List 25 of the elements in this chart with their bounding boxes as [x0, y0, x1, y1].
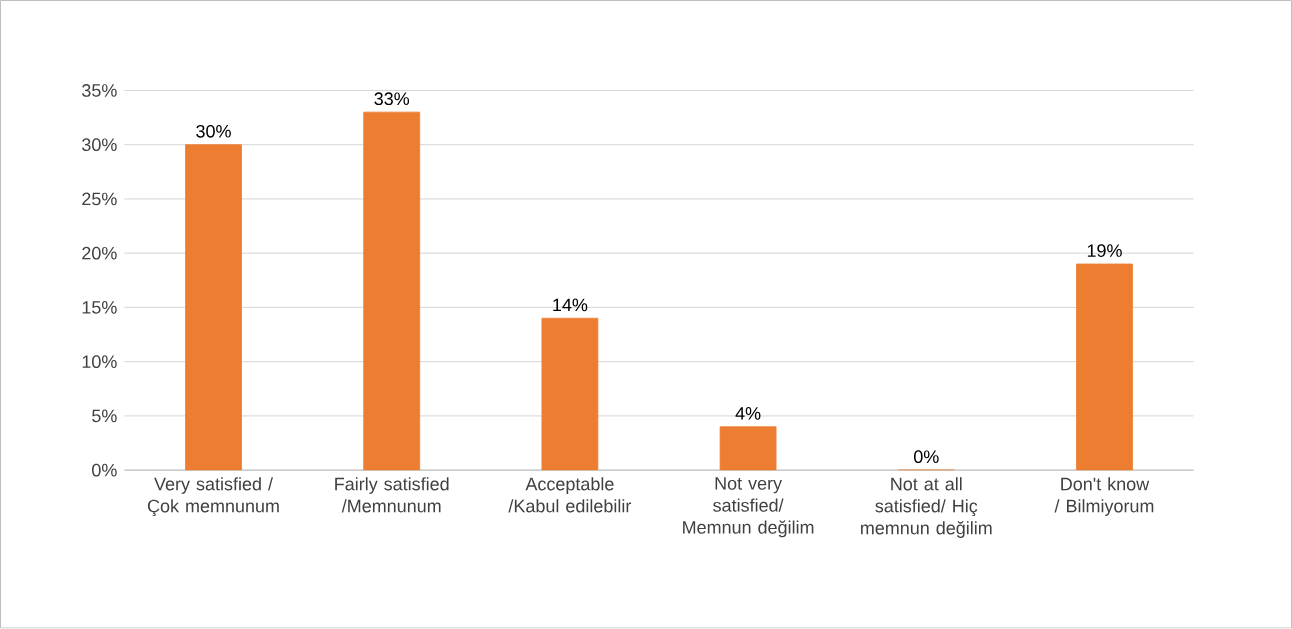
x-tick-label: Not very satisfied/ Memnun değilim — [683, 477, 814, 538]
x-tick-label: Very satisfied / Çok memnunum — [147, 477, 279, 517]
y-tick-label: 0% — [92, 464, 117, 477]
bar — [719, 426, 777, 471]
bar — [541, 318, 599, 471]
x-tick-label: Don't know / Bilmiyorum — [1054, 477, 1154, 517]
data-label: 19% — [1087, 244, 1122, 258]
y-tick-label: 10% — [82, 355, 117, 369]
x-tick-label: Not at all satisfied/ Hiç memnun değilim — [861, 477, 992, 539]
data-label: 14% — [553, 298, 588, 312]
data-label: 0% — [913, 450, 939, 464]
bar — [1076, 263, 1133, 471]
y-tick-label: 5% — [92, 409, 117, 423]
data-label: 30% — [196, 125, 231, 138]
y-tick-label: 20% — [82, 247, 117, 260]
y-tick-label: 15% — [82, 301, 117, 314]
x-tick-label: Fairly satisfied /Memnunum — [335, 477, 449, 513]
y-tick-label: 35% — [82, 84, 117, 98]
bar — [185, 144, 242, 471]
x-tick-label: Acceptable /Kabul edilebilir — [508, 477, 632, 513]
y-tick-label: 25% — [82, 192, 117, 206]
y-tick-label: 30% — [82, 138, 117, 152]
data-label: 4% — [735, 407, 761, 420]
data-label: 33% — [374, 92, 410, 106]
bar — [363, 111, 421, 471]
